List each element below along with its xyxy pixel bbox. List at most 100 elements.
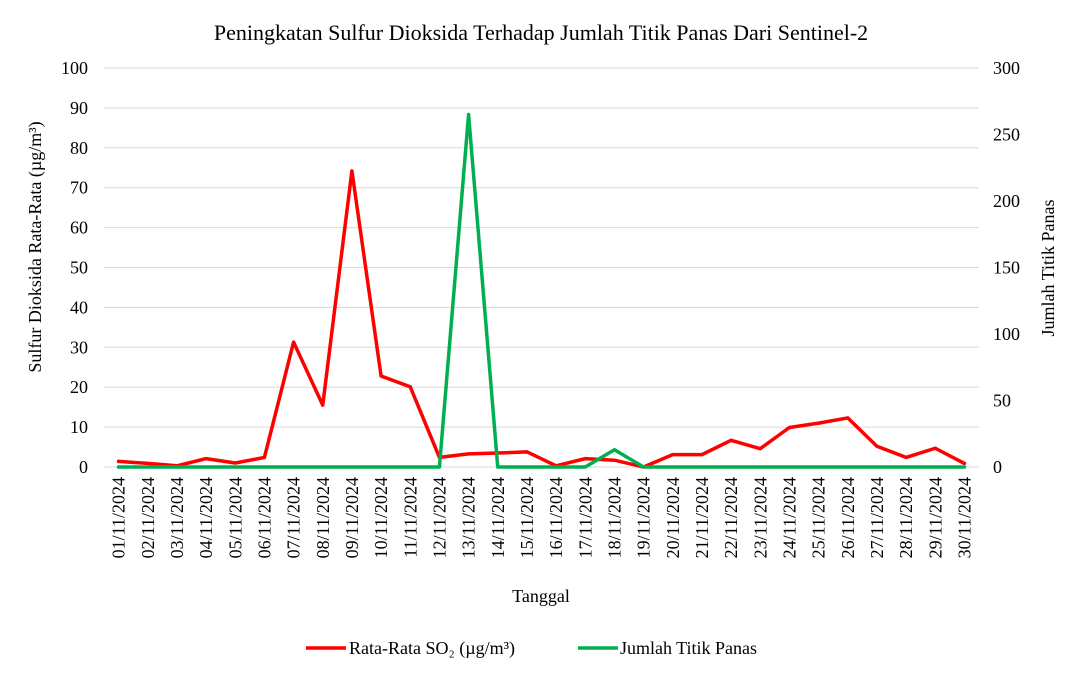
x-tick-label: 09/11/2024	[342, 477, 362, 558]
data-point-hotspot	[875, 465, 879, 469]
data-point-hotspot	[350, 465, 354, 469]
data-point-hotspot	[816, 465, 821, 469]
data-point-so2	[204, 457, 208, 461]
data-point-hotspot	[496, 465, 500, 469]
data-point-so2	[116, 459, 121, 464]
data-point-hotspot	[408, 465, 412, 469]
x-tick-label: 08/11/2024	[313, 477, 333, 558]
x-tick-label: 20/11/2024	[663, 477, 683, 558]
data-point-so2	[816, 421, 821, 425]
x-tick-label: 24/11/2024	[779, 477, 799, 558]
x-tick-label: 18/11/2024	[604, 477, 624, 558]
x-tick-label: 28/11/2024	[896, 477, 916, 558]
y-left-tick-label: 60	[70, 218, 88, 238]
data-point-so2	[846, 416, 850, 420]
y-left-tick-label: 50	[70, 258, 88, 278]
y-left-tick-label: 10	[70, 417, 88, 437]
x-tick-label: 06/11/2024	[254, 477, 274, 558]
x-tick-label: 22/11/2024	[721, 477, 741, 558]
x-tick-label: 05/11/2024	[225, 477, 245, 558]
y-left-tick-label: 100	[61, 58, 88, 78]
data-point-so2	[758, 447, 762, 451]
data-point-so2	[612, 458, 617, 462]
data-point-so2	[875, 444, 879, 448]
y-right-tick-label: 250	[993, 125, 1020, 145]
data-point-hotspot	[262, 465, 267, 469]
x-tick-label: 01/11/2024	[109, 477, 129, 558]
data-point-hotspot	[671, 465, 675, 469]
x-tick-label: 27/11/2024	[867, 477, 887, 558]
x-tick-label: 02/11/2024	[138, 477, 158, 558]
gridlines	[104, 67, 979, 468]
y-axis-right-label: Jumlah Titik Panas	[1038, 199, 1058, 336]
data-point-hotspot	[612, 448, 617, 452]
data-point-hotspot	[962, 465, 967, 469]
y-left-tick-label: 90	[70, 98, 88, 118]
data-point-hotspot	[233, 465, 237, 469]
x-tick-label: 03/11/2024	[167, 477, 187, 558]
x-tick-label: 25/11/2024	[809, 477, 829, 558]
x-axis-label: Tanggal	[512, 586, 570, 606]
data-point-hotspot	[321, 465, 325, 469]
x-tick-label: 17/11/2024	[575, 477, 595, 558]
x-tick-label: 04/11/2024	[196, 477, 216, 558]
data-point-hotspot	[846, 465, 850, 469]
x-tick-label: 29/11/2024	[925, 477, 945, 558]
data-point-so2	[583, 457, 587, 461]
data-point-hotspot	[525, 465, 529, 469]
series-line-hotspot	[116, 112, 967, 469]
data-point-so2	[671, 453, 675, 457]
data-point-so2	[525, 450, 529, 454]
data-point-hotspot	[379, 465, 383, 469]
data-point-hotspot	[787, 465, 792, 469]
data-point-hotspot	[758, 465, 762, 469]
data-point-so2	[350, 169, 354, 173]
data-point-so2	[700, 453, 704, 457]
y-left-tick-label: 20	[70, 377, 88, 397]
data-point-hotspot	[904, 465, 908, 469]
x-tick-label: 26/11/2024	[838, 477, 858, 558]
chart-title: Peningkatan Sulfur Dioksida Terhadap Jum…	[214, 20, 868, 45]
legend-label-hotspot: Jumlah Titik Panas	[620, 638, 757, 658]
x-tick-label: 15/11/2024	[517, 477, 537, 558]
y-left-tick-label: 40	[70, 297, 88, 317]
data-point-hotspot	[554, 465, 558, 469]
data-point-hotspot	[933, 465, 937, 469]
y-right-tick-label: 150	[993, 258, 1020, 278]
y-left-tick-label: 30	[70, 337, 88, 357]
legend: Rata-Rata SO₂ (µg/m³) Jumlah Titik Panas	[306, 638, 757, 659]
data-point-so2	[904, 455, 908, 460]
tick-labels: 0 10 20 30 40 50 60 70 80 90 100 0 50 100 150 200 250 300…	[61, 58, 1020, 558]
data-point-so2	[262, 455, 267, 460]
data-point-so2	[233, 461, 237, 465]
data-point-hotspot	[466, 112, 471, 117]
series-layer	[116, 112, 967, 469]
y-right-tick-label: 300	[993, 58, 1020, 78]
x-tick-label: 10/11/2024	[371, 477, 391, 558]
x-tick-label: 12/11/2024	[429, 477, 449, 558]
data-point-hotspot	[641, 465, 646, 469]
data-point-so2	[379, 374, 383, 378]
y-left-tick-label: 70	[70, 178, 88, 198]
data-point-so2	[146, 461, 150, 466]
data-point-hotspot	[146, 465, 150, 469]
y-right-tick-label: 0	[993, 457, 1002, 477]
data-point-hotspot	[204, 465, 208, 469]
x-tick-label: 13/11/2024	[459, 477, 479, 558]
data-point-so2	[729, 438, 733, 442]
data-point-hotspot	[291, 465, 296, 469]
legend-label-so2: Rata-Rata SO₂ (µg/m³)	[349, 638, 515, 659]
x-tick-label: 21/11/2024	[692, 477, 712, 558]
x-tick-label: 07/11/2024	[284, 477, 304, 558]
y-right-tick-label: 50	[993, 391, 1011, 411]
data-point-so2	[321, 403, 325, 407]
data-point-so2	[962, 461, 967, 466]
data-point-so2	[787, 425, 792, 430]
data-point-hotspot	[700, 465, 704, 469]
x-tick-label: 30/11/2024	[954, 477, 974, 558]
y-left-tick-label: 80	[70, 138, 88, 158]
y-right-tick-label: 200	[993, 191, 1020, 211]
y-left-tick-label: 0	[79, 457, 88, 477]
x-tick-label: 11/11/2024	[400, 477, 420, 558]
